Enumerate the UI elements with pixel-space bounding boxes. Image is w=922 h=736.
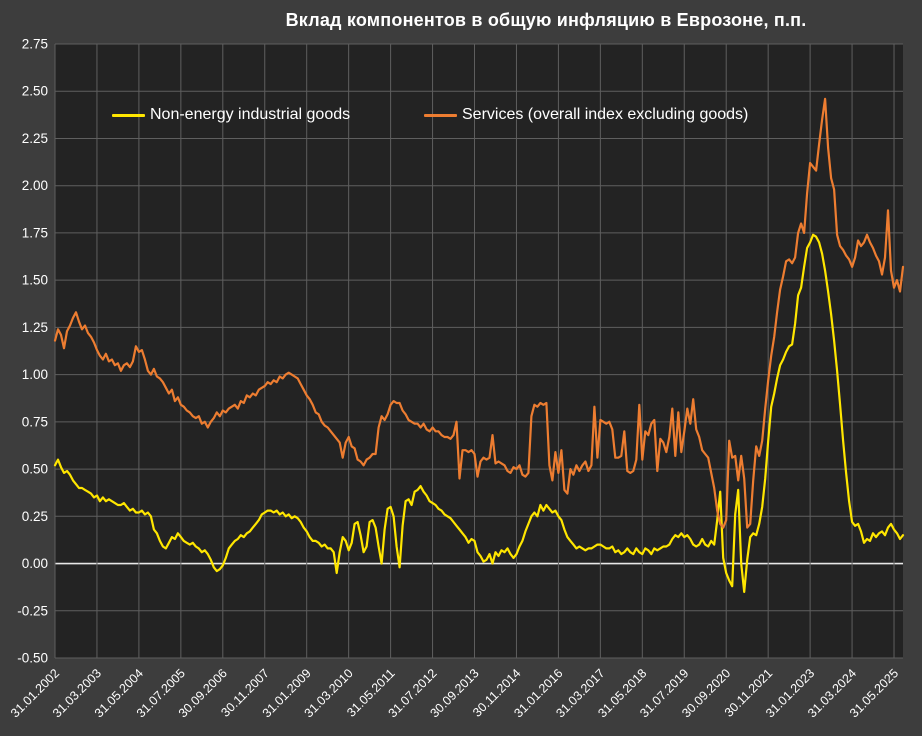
plot-background bbox=[55, 44, 903, 658]
y-axis-tick-label: 0.00 bbox=[22, 556, 48, 571]
y-axis-tick-label: 2.50 bbox=[22, 84, 48, 99]
legend-label-neig: Non-energy industrial goods bbox=[150, 106, 351, 123]
y-axis-tick-label: 1.25 bbox=[22, 320, 48, 335]
y-axis-tick-label: 0.25 bbox=[22, 509, 48, 524]
y-axis-tick-label: -0.25 bbox=[17, 603, 48, 618]
legend-item-services: Services (overall index excluding goods) bbox=[424, 104, 748, 126]
y-axis-tick-label: 0.75 bbox=[22, 414, 48, 429]
legend-item-neig: Non-energy industrial goods bbox=[112, 104, 350, 126]
y-axis-tick-label: 1.50 bbox=[22, 273, 48, 288]
series-line-neig bbox=[53, 233, 905, 594]
y-axis-tick-label: 0.50 bbox=[22, 462, 48, 477]
y-axis-tick-label: 1.00 bbox=[22, 367, 48, 382]
y-axis-tick-label: 1.75 bbox=[22, 225, 48, 240]
y-axis-tick-label: 2.25 bbox=[22, 131, 48, 146]
legend-line-swatch-neig bbox=[112, 113, 145, 117]
y-axis-tick-label: -0.50 bbox=[17, 651, 48, 666]
y-axis-tick-label: 2.75 bbox=[22, 37, 48, 52]
chart-title: Вклад компонентов в общую инфляцию в Евр… bbox=[285, 10, 807, 30]
legend-label-services: Services (overall index excluding goods) bbox=[462, 106, 749, 123]
y-axis-tick-label: 2.00 bbox=[22, 178, 48, 193]
legend-line-swatch-services bbox=[424, 113, 457, 117]
series-line-services bbox=[53, 97, 905, 529]
